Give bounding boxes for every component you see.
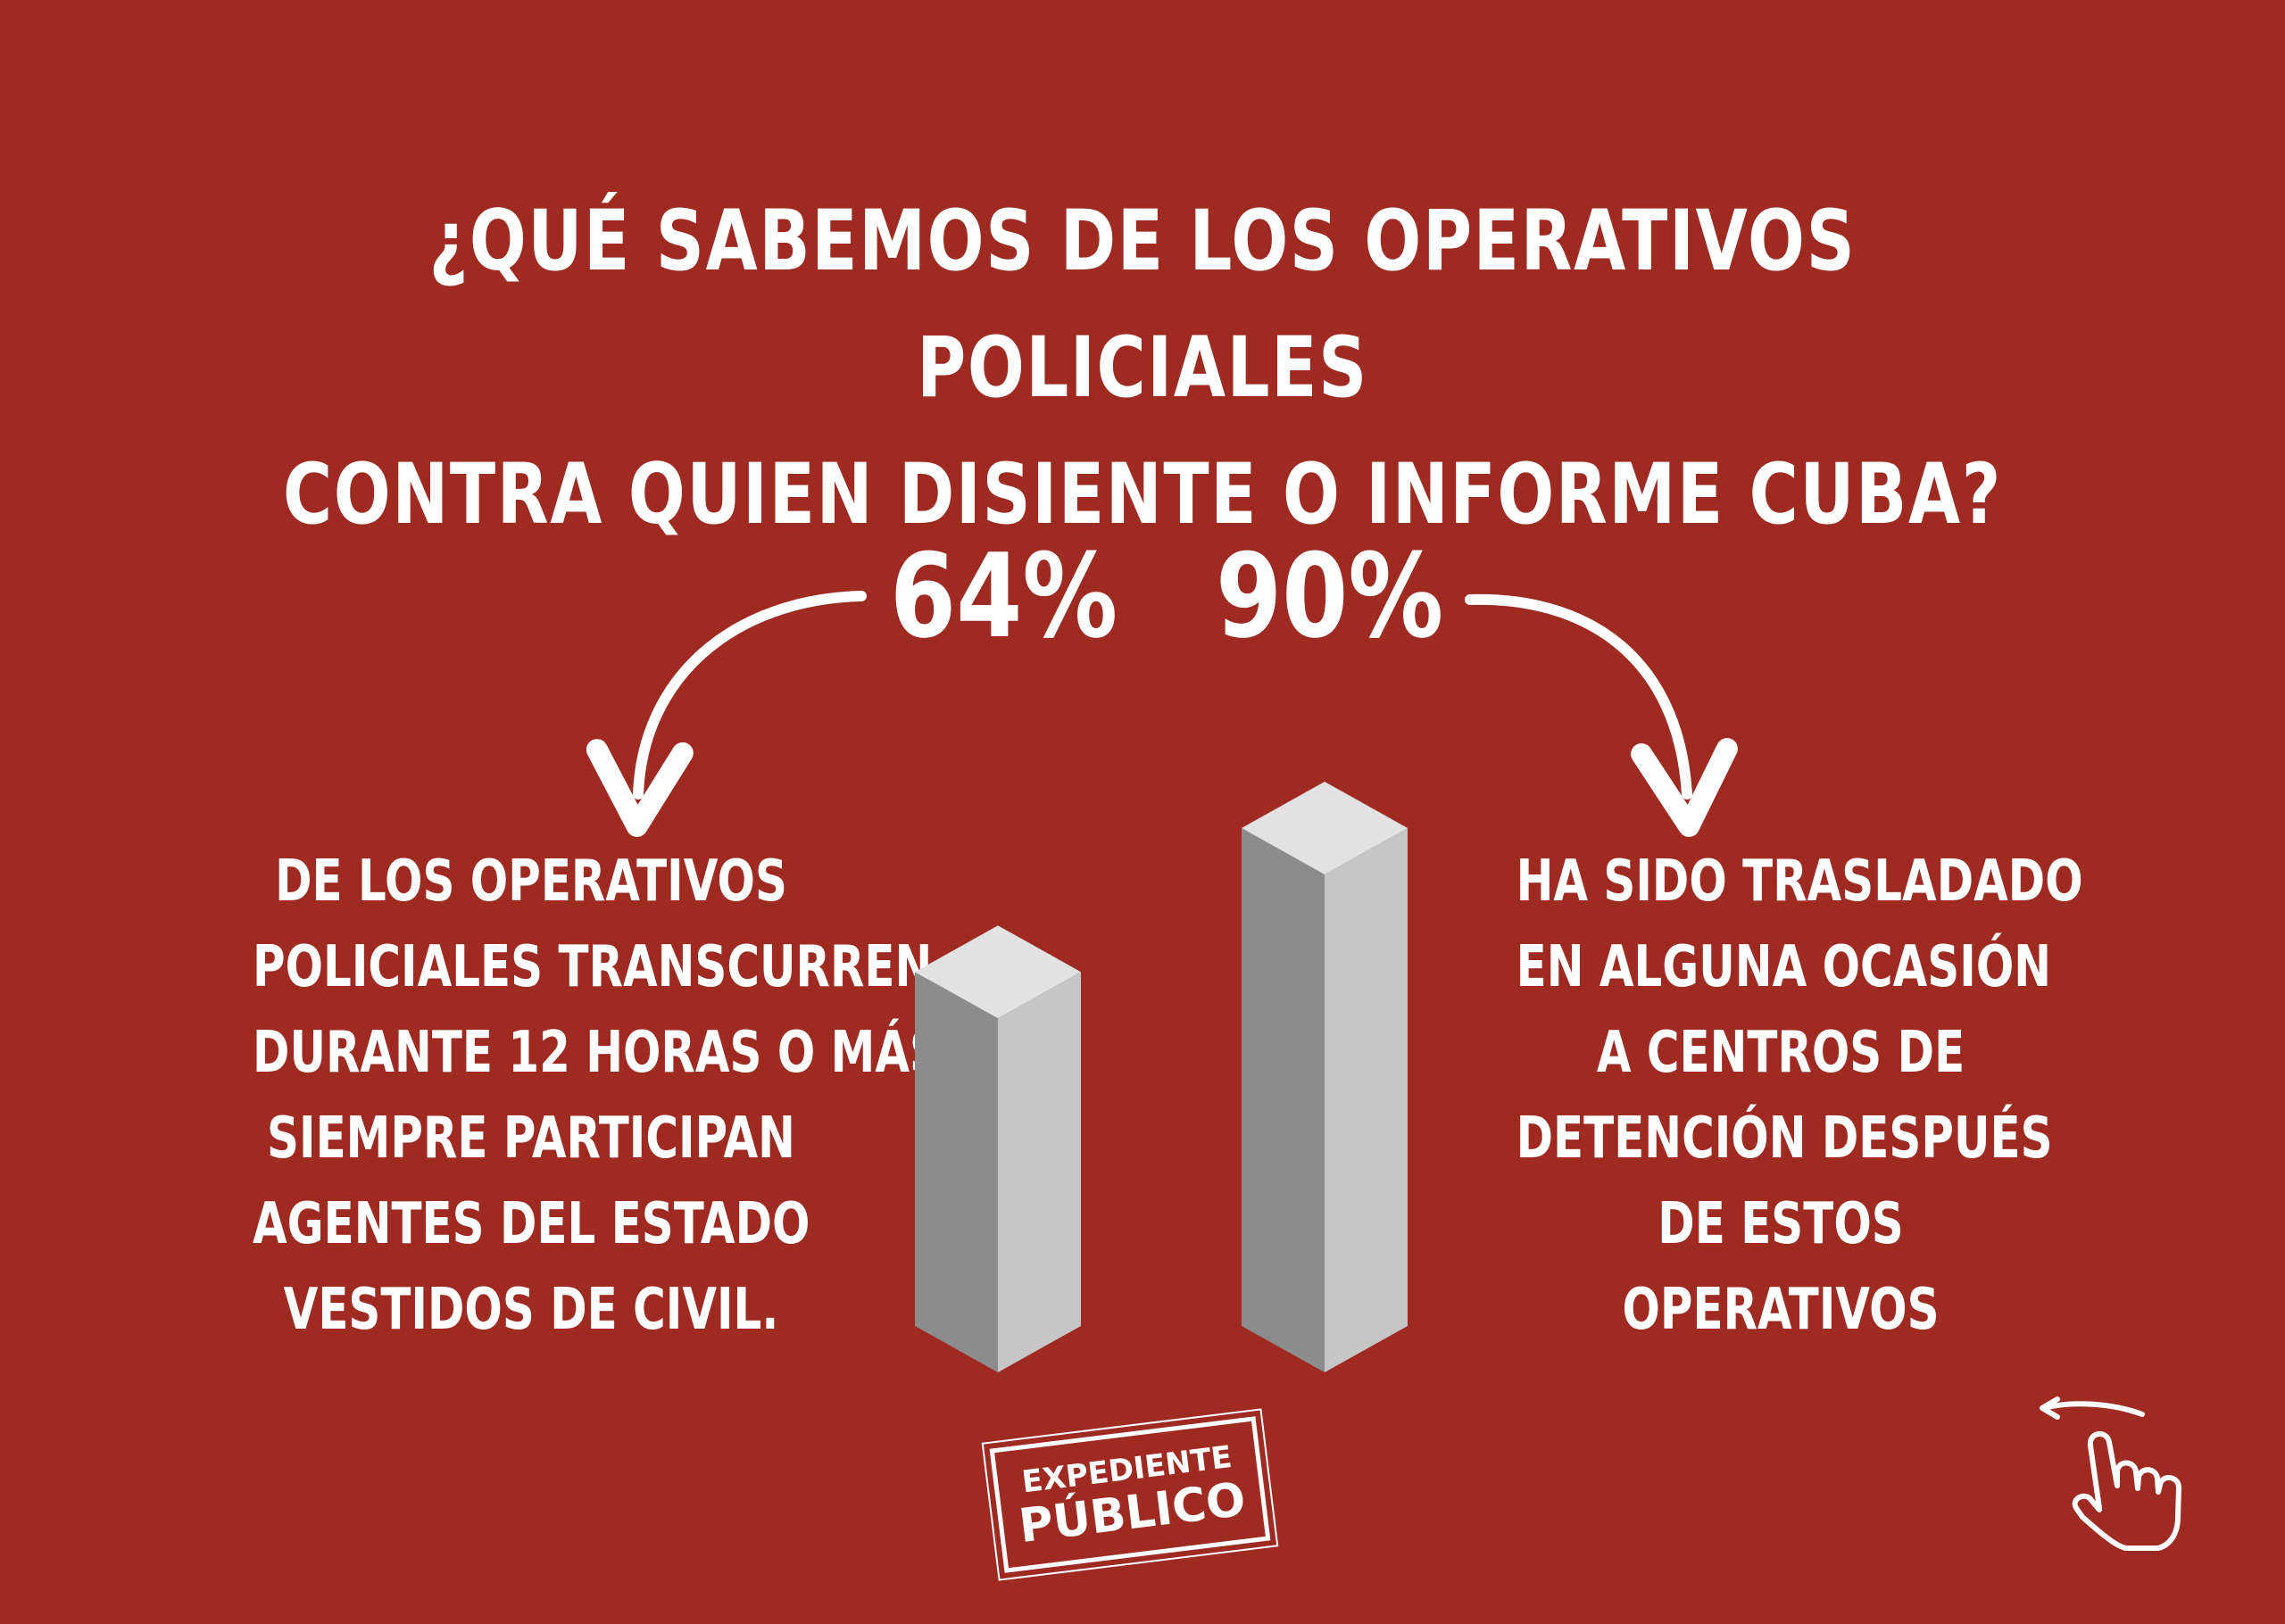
bar-64%-left-face (915, 972, 998, 1372)
bar-64%-right-face (998, 972, 1081, 1372)
annotation-left-line: AGENTES DEL ESTADO (253, 1191, 810, 1257)
bar-64%-top-face (915, 925, 1081, 1019)
bars-group (915, 782, 1408, 1372)
annotation-right-line: OPERATIVOS (1622, 1277, 1940, 1343)
chart-title: ¿QUÉ SABEMOS DE LOS OPERATIVOS POLICIALE… (0, 178, 2285, 559)
annotation-left: DE LOS OPERATIVOS POLICIALES TRANSCURREN… (174, 839, 959, 1353)
annotation-left-line: SIEMPRE PARTICIPAN (267, 1106, 795, 1172)
title-line-2: CONTRA QUIEN DISIENTE O INFORME CUBA? (283, 446, 2002, 543)
annotation-right-line: EN ALGUNA OCASIÓN (1516, 934, 2052, 1000)
data-label-64: 64% (890, 528, 1118, 664)
annotation-right-line: A CENTROS DE (1596, 1020, 1965, 1086)
swipe-hand-icon[interactable] (2040, 1396, 2181, 1551)
annotation-left-line: DE LOS OPERATIVOS (275, 849, 787, 915)
bar-90%-right-face (1325, 828, 1408, 1372)
title-line-1: ¿QUÉ SABEMOS DE LOS OPERATIVOS POLICIALE… (428, 193, 1857, 417)
annotation-right-line: DETENCIÓN DESPUÉS (1516, 1106, 2053, 1172)
bar-90%-left-face (1242, 828, 1325, 1372)
annotation-right-line: DE ESTOS (1658, 1191, 1904, 1257)
curved-arrow-right-icon (1465, 593, 1738, 837)
curved-arrow-left-icon (586, 591, 867, 837)
annotation-left-line: VESTIDOS DE CIVIL. (283, 1277, 779, 1343)
annotation-right-line: HA SIDO TRASLADADO (1516, 849, 2083, 915)
data-label-90: 90% (1216, 528, 1444, 664)
annotation-right: HA SIDO TRASLADADO EN ALGUNA OCASIÓN A C… (1442, 839, 2120, 1353)
bar-90%-top-face (1242, 782, 1408, 874)
